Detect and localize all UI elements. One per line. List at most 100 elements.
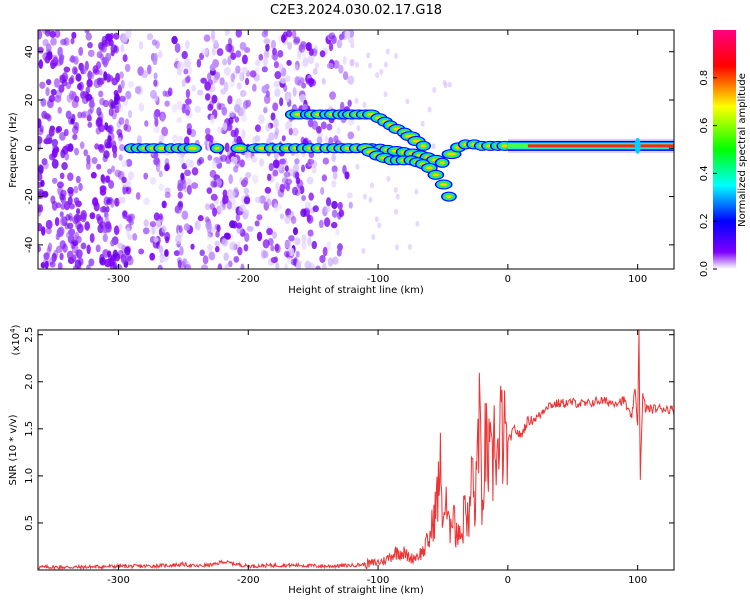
noise-speck: [337, 201, 343, 210]
noise-speck: [205, 133, 212, 142]
noise-speck: [164, 187, 171, 194]
noise-speck: [300, 164, 306, 173]
carrier-blob-hot: [446, 195, 452, 199]
noise-speck: [279, 183, 285, 193]
noise-speck: [304, 201, 312, 210]
noise-speck: [87, 121, 93, 128]
noise-speck: [118, 196, 126, 204]
noise-speck: [75, 73, 82, 82]
noise-speck: [243, 209, 250, 218]
noise-speck: [49, 261, 56, 268]
noise-speck: [51, 148, 58, 158]
noise-speck: [312, 205, 319, 213]
noise-speck: [173, 250, 181, 257]
spectrogram-y-tick-label: 0: [24, 145, 35, 151]
noise-speck: [222, 194, 229, 204]
spectrogram-x-tick-label: -100: [367, 274, 390, 285]
noise-speck: [385, 48, 390, 55]
carrier-blob-hot: [439, 161, 445, 165]
noise-speck: [181, 210, 189, 220]
noise-speck: [183, 223, 191, 231]
noise-speck: [38, 30, 43, 40]
noise-speck: [263, 107, 268, 114]
noise-speck: [326, 123, 333, 131]
noise-speck: [175, 234, 182, 245]
noise-speck: [331, 35, 337, 45]
noise-speck: [75, 200, 82, 208]
noise-speck: [232, 156, 238, 165]
noise-speck: [350, 42, 355, 49]
noise-speck: [104, 122, 109, 131]
noise-speck: [332, 59, 340, 69]
noise-speck: [143, 172, 149, 180]
noise-speck: [50, 37, 57, 46]
noise-speck: [64, 143, 72, 152]
noise-speck: [70, 55, 76, 63]
noise-speck: [177, 182, 184, 192]
snr-y-tick-label: 1.5: [24, 421, 35, 437]
noise-speck: [288, 127, 293, 136]
noise-speck: [161, 126, 169, 137]
noise-speck: [65, 110, 72, 120]
noise-speck: [52, 56, 59, 67]
noise-speck: [323, 217, 331, 228]
noise-speck: [153, 151, 159, 159]
noise-speck: [241, 54, 248, 65]
noise-speck: [300, 41, 307, 48]
noise-speck: [86, 71, 94, 79]
noise-speck: [186, 123, 193, 131]
noise-speck: [128, 171, 135, 181]
carrier-blob-hot: [439, 183, 448, 187]
noise-speck: [368, 196, 373, 203]
noise-speck: [224, 30, 230, 36]
noise-speck: [99, 53, 105, 61]
noise-speck: [274, 243, 280, 252]
noise-speck: [356, 125, 361, 132]
noise-speck: [369, 182, 374, 189]
noise-speck: [149, 252, 156, 261]
noise-speck: [87, 49, 95, 58]
noise-speck: [228, 260, 233, 268]
noise-speck: [108, 257, 115, 267]
noise-speck: [45, 78, 52, 86]
noise-speck: [110, 165, 116, 173]
noise-speck: [393, 186, 398, 193]
noise-speck: [136, 135, 142, 145]
noise-speck: [97, 216, 104, 225]
noise-speck: [55, 202, 62, 209]
noise-speck: [85, 94, 93, 101]
noise-speck: [205, 221, 212, 230]
noise-speck: [308, 192, 314, 201]
noise-speck: [377, 222, 382, 229]
noise-speck: [319, 50, 326, 58]
noise-speck: [228, 117, 234, 125]
noise-speck: [223, 81, 229, 92]
noise-speck: [120, 44, 125, 53]
noise-speck: [41, 110, 48, 119]
noise-speck: [244, 232, 250, 243]
noise-speck: [138, 102, 145, 112]
noise-speck: [224, 142, 230, 153]
noise-speck: [331, 153, 336, 163]
noise-speck: [371, 233, 376, 240]
noise-speck: [48, 95, 56, 103]
noise-speck: [206, 232, 211, 240]
noise-speck: [228, 174, 233, 185]
noise-speck: [260, 249, 267, 259]
noise-speck: [221, 106, 228, 116]
noise-speck: [153, 125, 160, 134]
noise-speck: [110, 49, 115, 57]
noise-speck: [77, 111, 83, 119]
noise-speck: [95, 127, 101, 135]
noise-speck: [210, 193, 218, 201]
noise-speck: [38, 245, 42, 253]
noise-speck: [203, 34, 211, 42]
noise-speck: [177, 259, 182, 269]
noise-speck: [277, 49, 284, 58]
noise-speck: [161, 200, 167, 209]
noise-speck: [320, 121, 327, 130]
noise-speck: [395, 193, 400, 200]
noise-speck: [177, 135, 184, 143]
noise-speck: [336, 127, 341, 135]
noise-speck: [227, 95, 233, 105]
